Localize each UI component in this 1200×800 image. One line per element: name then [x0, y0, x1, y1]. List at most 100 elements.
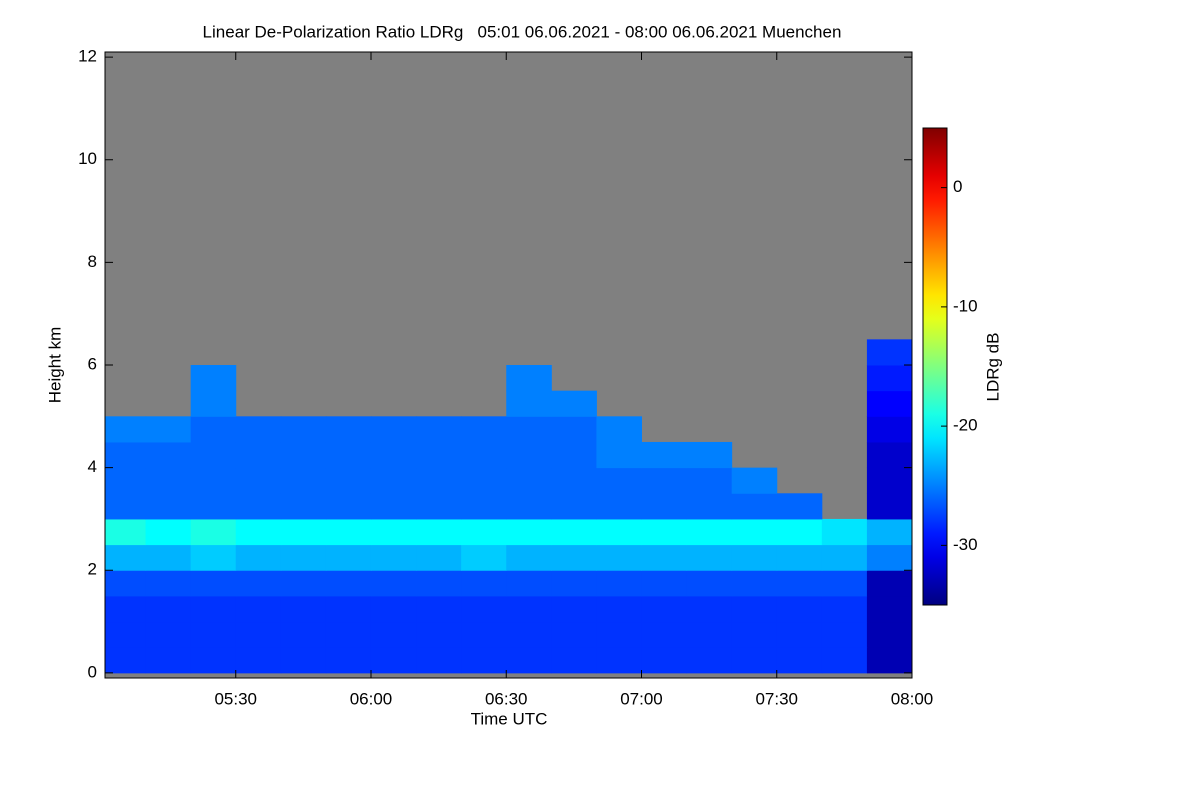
heatmap-cell [641, 595, 688, 623]
heatmap-cell [866, 416, 913, 443]
heatmap-cell [145, 467, 192, 494]
heatmap-cell [105, 544, 147, 571]
heatmap-cell [145, 544, 192, 571]
heatmap-cell [370, 595, 417, 623]
heatmap-cell [190, 365, 237, 392]
heatmap-cell [551, 570, 597, 597]
heatmap-cell [370, 647, 417, 674]
heatmap-cell [235, 493, 282, 520]
heatmap-cell [461, 570, 507, 597]
heatmap-cell [776, 518, 823, 546]
heatmap-cell [145, 441, 192, 469]
heatmap-cell [145, 570, 192, 597]
x-axis-label: Time UTC [471, 709, 548, 728]
heatmap-cell [461, 467, 507, 494]
heatmap-cell [506, 365, 552, 392]
heatmap-cell [280, 544, 327, 571]
heatmap-cell [596, 595, 642, 623]
heatmap-cell [235, 518, 282, 546]
heatmap-cell [731, 518, 778, 546]
heatmap-cell [866, 441, 913, 469]
heatmap-cell [686, 467, 733, 494]
heatmap-cell [686, 595, 733, 623]
heatmap-cell [866, 365, 913, 392]
heatmap-cell [686, 570, 733, 597]
heatmap-cell [776, 647, 823, 674]
heatmap-cell [235, 467, 282, 494]
heatmap-cell [461, 441, 507, 469]
heatmap-cell [821, 518, 868, 546]
heatmap-cell [731, 595, 778, 623]
heatmap-cell [325, 441, 372, 469]
y-tick-label: 0 [88, 662, 97, 681]
heatmap-cell [596, 493, 642, 520]
heatmap-cell [686, 493, 733, 520]
heatmap-cell [280, 621, 327, 648]
heatmap-cell [506, 390, 552, 417]
heatmap-cell [866, 493, 913, 520]
heatmap-cell [416, 621, 462, 648]
heatmap-cell [686, 544, 733, 571]
heatmap-cell [280, 647, 327, 674]
y-axis-label: Height km [45, 327, 64, 404]
heatmap-cell [551, 416, 597, 443]
heatmap-cell [641, 647, 688, 674]
heatmap-cell [686, 647, 733, 674]
heatmap-cell [416, 518, 462, 546]
heatmap-cell [416, 416, 462, 443]
heatmap-cell [731, 647, 778, 674]
heatmap-cell [280, 595, 327, 623]
heatmap-cell [596, 570, 642, 597]
colorbar-label: LDRg dB [983, 333, 1002, 402]
colorbar-tick-label: -20 [953, 416, 978, 435]
heatmap-cell [596, 467, 642, 494]
heatmap-cell [506, 416, 552, 443]
heatmap-cell [461, 493, 507, 520]
heatmap-cell [190, 493, 237, 520]
heatmap-cell [370, 416, 417, 443]
heatmap-cell [280, 570, 327, 597]
heatmap-cell [641, 493, 688, 520]
heatmap-cell [325, 544, 372, 571]
heatmap-cell [596, 441, 642, 469]
heatmap-cell [866, 518, 913, 546]
heatmap-cell [190, 647, 237, 674]
heatmap-cell [686, 621, 733, 648]
heatmap-cell [866, 390, 913, 417]
heatmap-cell [145, 493, 192, 520]
heatmap-cell [866, 621, 913, 648]
heatmap-cell [416, 647, 462, 674]
heatmap-cell [416, 595, 462, 623]
y-tick-label: 12 [78, 47, 97, 66]
heatmap-cell [190, 595, 237, 623]
heatmap-cell [145, 518, 192, 546]
heatmap-cell [866, 339, 913, 366]
heatmap-cell [551, 647, 597, 674]
heatmap-cell [506, 518, 552, 546]
heatmap-cell [866, 595, 913, 623]
heatmap-cell [776, 493, 823, 520]
heatmap-cell [776, 621, 823, 648]
heatmap-cell [506, 570, 552, 597]
heatmap-cell [325, 647, 372, 674]
heatmap-cell [416, 544, 462, 571]
heatmap-cell [551, 493, 597, 520]
heatmap-cell [235, 595, 282, 623]
heatmap-cell [105, 493, 147, 520]
heatmap-cell [370, 493, 417, 520]
heatmap-cell [416, 441, 462, 469]
x-tick-label: 07:00 [620, 689, 663, 708]
heatmap-cell [866, 544, 913, 571]
heatmap-cell [731, 621, 778, 648]
x-tick-label: 06:00 [350, 689, 393, 708]
heatmap-cell [145, 621, 192, 648]
heatmap-cell [551, 595, 597, 623]
heatmap-cell [105, 647, 147, 674]
heatmap-cell [461, 544, 507, 571]
x-tick-label: 07:30 [755, 689, 798, 708]
heatmap-cell [776, 595, 823, 623]
heatmap-cell [105, 416, 147, 443]
heatmap-cell [596, 544, 642, 571]
heatmap-cell [461, 647, 507, 674]
